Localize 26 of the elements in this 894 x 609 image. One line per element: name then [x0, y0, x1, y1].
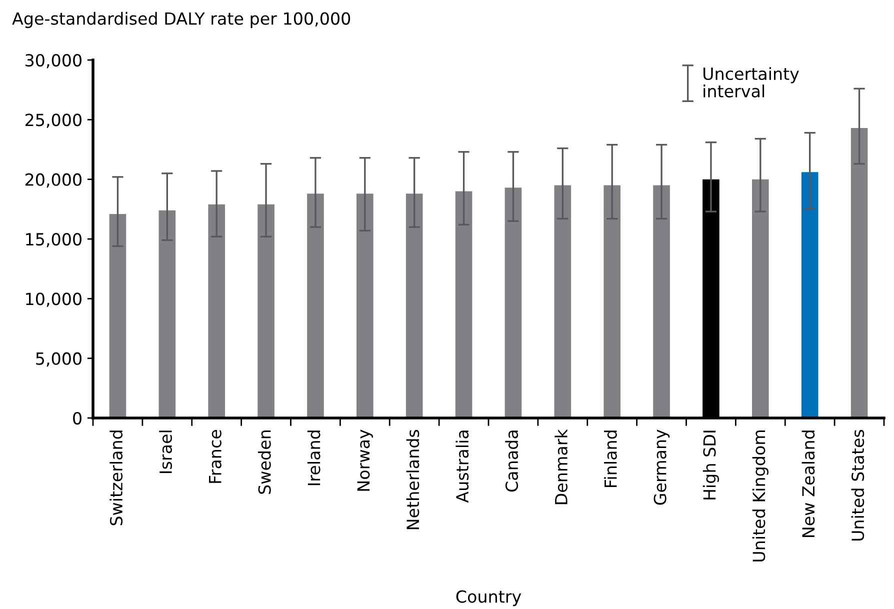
y-tick-label: 15,000	[26, 232, 82, 248]
x-tick-label: United Kingdom	[752, 430, 768, 562]
y-tick-label: 0	[73, 412, 82, 425]
y-tick-label: 5,000	[36, 352, 82, 367]
x-tick-label: Australia	[456, 430, 469, 503]
y-tick-label: 25,000	[25, 114, 82, 128]
x-tick-label: Canada	[505, 430, 518, 492]
annotation: Uncertainty interval	[704, 67, 799, 98]
y-tick-label: 30,000	[26, 54, 82, 68]
x-tick-label: Sweden	[258, 430, 271, 494]
x-tick-label: High SDI	[702, 430, 720, 500]
x-tick-label: Ireland	[307, 430, 320, 486]
x-tick-label: United States	[851, 430, 864, 541]
x-tick-label: Germany	[654, 430, 670, 505]
x-tick-label: Denmark	[554, 429, 568, 504]
x-tick-label: France	[209, 430, 222, 483]
x-tick-label: Finland	[604, 430, 617, 488]
x-tick-label: Netherlands	[406, 430, 420, 530]
y-tick-label: 10,000	[26, 292, 82, 307]
x-tick-label: Israel	[159, 430, 172, 474]
x-tick-label: Switzerland	[110, 430, 123, 526]
x-axis-title: Country	[456, 590, 522, 606]
y-axis-title: Age-standardised DALY rate per 100,000	[12, 12, 350, 28]
x-tick-label: New Zealand	[802, 430, 815, 537]
y-tick-label: 20,000	[25, 173, 82, 188]
x-tick-label: Norway	[357, 430, 373, 491]
